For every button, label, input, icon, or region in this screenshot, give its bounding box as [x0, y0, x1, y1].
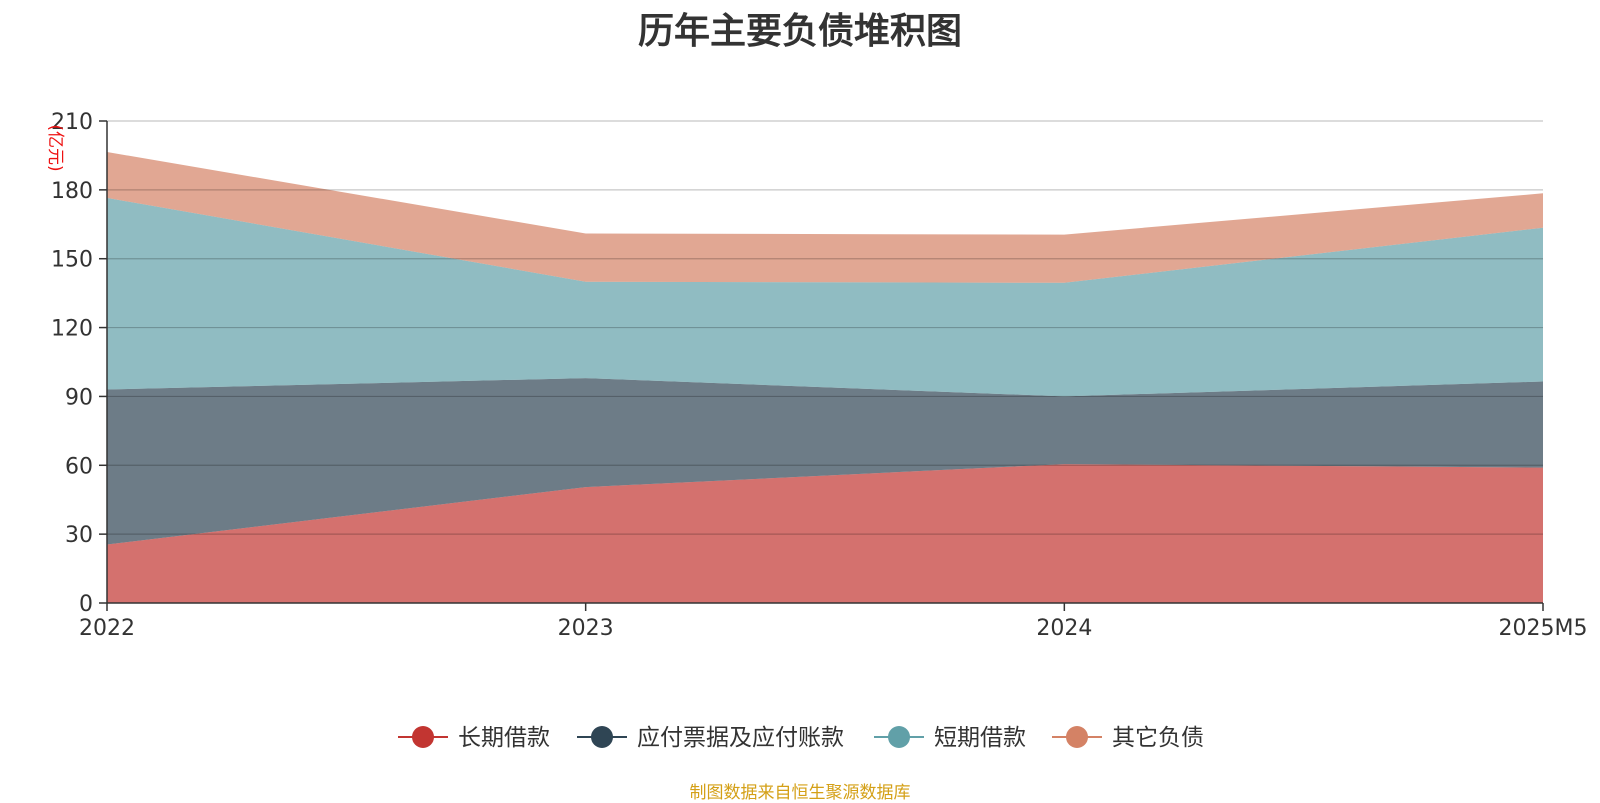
legend-marker — [1066, 726, 1088, 748]
y-tick-label: 120 — [51, 317, 93, 342]
area-series-3 — [107, 152, 1543, 283]
legend-item-3: 其它负债 — [1052, 725, 1204, 751]
area-series-0 — [107, 464, 1543, 603]
y-tick-label: 210 — [51, 110, 93, 135]
x-tick-label: 2025M5 — [1499, 616, 1588, 641]
y-tick-label: 30 — [65, 523, 93, 548]
legend-item-2: 短期借款 — [874, 725, 1026, 751]
legend-label: 其它负债 — [1112, 725, 1204, 751]
legend: 长期借款 应付票据及应付账款 短期借款 其它负债 — [398, 725, 1204, 751]
y-axis-unit-label: (亿元) — [45, 124, 65, 171]
x-tick-label: 2024 — [1036, 616, 1092, 641]
legend-item-1: 应付票据及应付账款 — [577, 725, 844, 751]
x-tick-label: 2023 — [558, 616, 614, 641]
legend-marker — [888, 726, 910, 748]
chart-title: 历年主要负债堆积图 — [637, 11, 962, 52]
legend-label: 应付票据及应付账款 — [637, 725, 844, 751]
source-note: 制图数据来自恒生聚源数据库 — [689, 783, 911, 803]
y-tick-label: 180 — [51, 179, 93, 204]
area-series-1 — [107, 378, 1543, 545]
legend-item-0: 长期借款 — [398, 725, 550, 751]
legend-marker — [591, 726, 613, 748]
y-tick-label: 0 — [79, 592, 93, 617]
y-tick-label: 150 — [51, 248, 93, 273]
y-tick-label: 90 — [65, 385, 93, 410]
legend-label: 短期借款 — [934, 725, 1026, 751]
y-tick-label: 60 — [65, 454, 93, 479]
y-axis-unit: (亿元) — [45, 124, 65, 171]
legend-marker — [412, 726, 434, 748]
axes: 0 30 60 90 120 150 180 210 2022 2023 2024 2025M5 — [51, 110, 1587, 641]
grid-lines — [107, 120, 1543, 535]
legend-label: 长期借款 — [458, 725, 550, 751]
area-series-2 — [107, 197, 1543, 397]
x-tick-label: 2022 — [79, 616, 135, 641]
area-layers — [107, 152, 1543, 603]
